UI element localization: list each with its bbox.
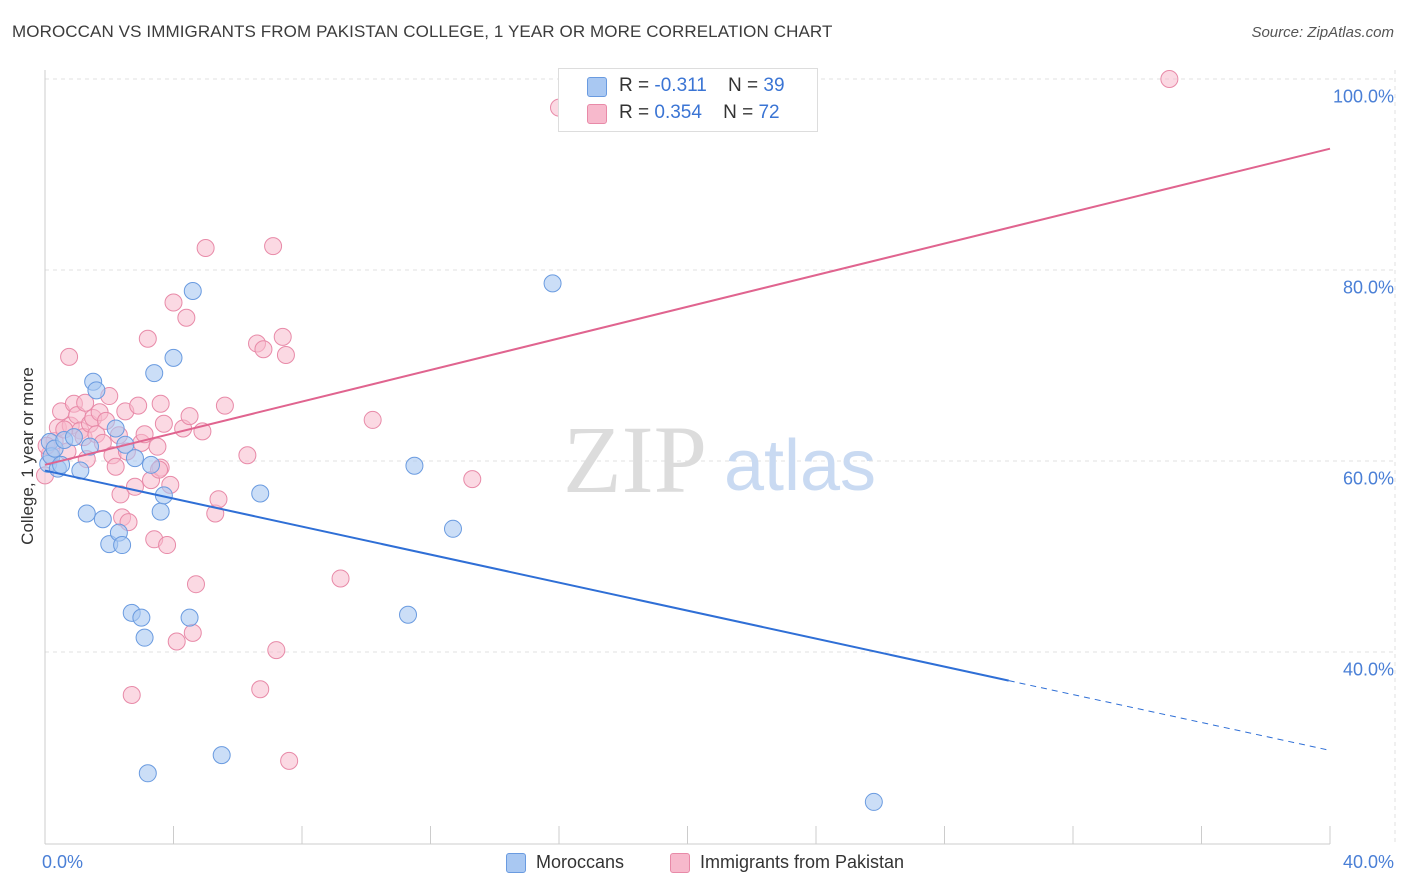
- moroccans-trendline-extension: [1008, 680, 1331, 751]
- r-label: R =: [619, 102, 650, 123]
- moroccans-point: [87, 381, 106, 400]
- moroccans-point: [151, 502, 170, 521]
- pakistan-point: [331, 569, 350, 588]
- moroccans-point: [113, 536, 132, 555]
- moroccans-point: [164, 348, 183, 367]
- moroccans-point: [138, 764, 157, 783]
- legend-label-pakistan: Immigrants from Pakistan: [700, 852, 905, 872]
- legend-item-moroccans: Moroccans: [506, 852, 624, 873]
- moroccans-point: [132, 608, 151, 627]
- n-value: 72: [758, 102, 780, 123]
- moroccans-point: [135, 628, 154, 647]
- moroccans-point: [125, 449, 144, 468]
- pakistan-point: [148, 437, 167, 456]
- pakistan-point: [280, 751, 299, 770]
- moroccans-point: [212, 746, 231, 765]
- moroccans-point: [183, 282, 202, 301]
- moroccans-point: [864, 792, 883, 811]
- n-label: N =: [723, 102, 754, 123]
- trend-lines: [44, 147, 1331, 751]
- pakistan-point: [177, 308, 196, 327]
- x-tick-label-min: 0.0%: [42, 852, 84, 872]
- moroccans-stats: R = -0.311 N = 39: [619, 75, 785, 97]
- watermark-atlas: atlas: [724, 426, 876, 506]
- pakistan-point: [273, 327, 292, 346]
- pakistan-point: [363, 410, 382, 429]
- pakistan-point: [463, 470, 482, 489]
- pakistan-point: [209, 490, 228, 509]
- pakistan-point: [251, 680, 270, 699]
- moroccans-point: [405, 456, 424, 475]
- moroccans-point: [251, 484, 270, 503]
- moroccans-swatch: [587, 77, 607, 97]
- moroccans-point: [93, 510, 112, 529]
- pakistan-point: [264, 237, 283, 256]
- legend-swatch-moroccans: [506, 853, 526, 873]
- watermark-zip: ZIP: [563, 406, 707, 513]
- stats-legend: R = -0.311 N = 39 R = 0.354 N = 72: [558, 68, 818, 132]
- y-tick-label-40: 40.0%: [1342, 659, 1394, 680]
- chart-title: MOROCCAN VS IMMIGRANTS FROM PAKISTAN COL…: [12, 22, 833, 41]
- pakistan-point: [186, 575, 205, 594]
- pakistan-point: [158, 536, 177, 555]
- r-value: -0.311: [654, 75, 707, 96]
- pakistan-point: [138, 329, 157, 348]
- pakistan-point: [154, 414, 173, 433]
- source-credit: Source: ZipAtlas.com: [1251, 24, 1394, 41]
- pakistan-stats: R = 0.354 N = 72: [619, 102, 780, 124]
- moroccans-point: [145, 364, 164, 383]
- moroccans-point: [543, 274, 562, 293]
- r-value: 0.354: [654, 102, 702, 123]
- pakistan-point: [254, 340, 273, 359]
- pakistan-point: [76, 393, 95, 412]
- pakistan-point: [276, 345, 295, 364]
- y-tick-label-60: 60.0%: [1342, 468, 1394, 489]
- pakistan-point: [238, 446, 257, 465]
- pakistan-point: [196, 239, 215, 258]
- axes: [44, 70, 1331, 845]
- y-tick-label-80: 80.0%: [1342, 277, 1394, 298]
- pakistan-point: [1160, 70, 1179, 88]
- r-label: R =: [619, 75, 650, 96]
- moroccans-point: [80, 437, 99, 456]
- legend-swatch-pakistan: [670, 853, 690, 873]
- moroccans-point: [77, 504, 96, 523]
- legend-label-moroccans: Moroccans: [536, 852, 625, 872]
- n-label: N =: [727, 75, 759, 96]
- pakistan-point: [125, 477, 144, 496]
- pakistan-point: [164, 293, 183, 312]
- y-axis-label: College, 1 year or more: [18, 367, 37, 545]
- pakistan-point: [106, 457, 125, 476]
- pakistan-point: [167, 632, 186, 651]
- moroccans-point: [180, 608, 199, 627]
- pakistan-point: [215, 396, 234, 415]
- pakistan-point: [111, 485, 130, 504]
- moroccans-point: [399, 605, 418, 624]
- legend-item-pakistan: Immigrants from Pakistan: [670, 852, 904, 873]
- n-value: 39: [763, 75, 785, 96]
- pakistan-point: [129, 396, 148, 415]
- pakistan-point: [183, 623, 202, 642]
- pakistan-point: [60, 347, 79, 366]
- pakistan-trendline: [44, 147, 1331, 466]
- pakistan-point: [267, 641, 286, 660]
- y-tick-label-100: 100.0%: [1332, 86, 1394, 107]
- pakistan-point: [180, 407, 199, 426]
- pakistan-point: [122, 685, 141, 704]
- moroccans-point: [142, 455, 161, 474]
- moroccans-point: [106, 419, 125, 438]
- pakistan-point: [151, 394, 170, 413]
- moroccans-trendline: [44, 469, 1009, 682]
- moroccans-point: [64, 428, 83, 447]
- moroccans-point: [443, 519, 462, 538]
- pakistan-swatch: [587, 104, 607, 124]
- x-tick-label-max: 40.0%: [1342, 852, 1394, 872]
